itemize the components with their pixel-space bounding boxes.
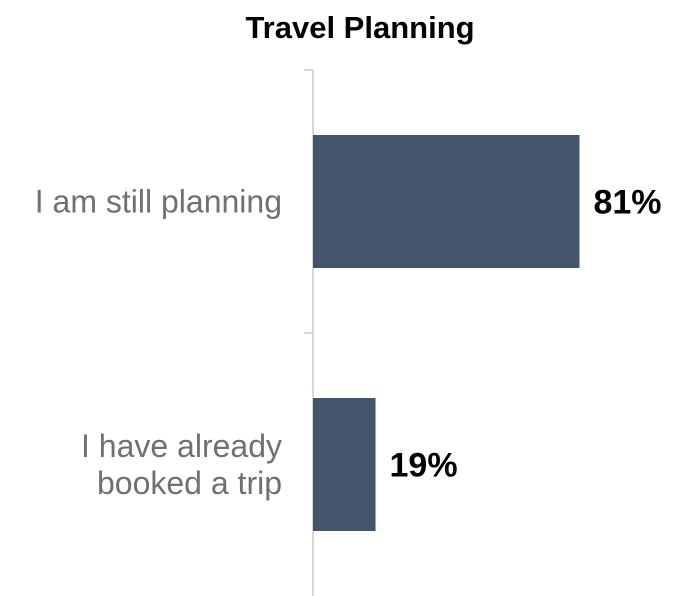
bars-layer	[313, 135, 580, 531]
axis-layer	[304, 69, 314, 596]
value-label: 19%	[390, 447, 458, 485]
bar	[313, 398, 376, 531]
bar	[313, 135, 580, 268]
category-label: I have already booked a trip	[81, 428, 282, 501]
labels-layer: I am still planning 81% I have already book…	[35, 184, 662, 502]
category-label: I am still planning	[35, 184, 282, 220]
chart-title: Travel Planning	[245, 10, 475, 45]
value-label: 81%	[593, 184, 661, 222]
